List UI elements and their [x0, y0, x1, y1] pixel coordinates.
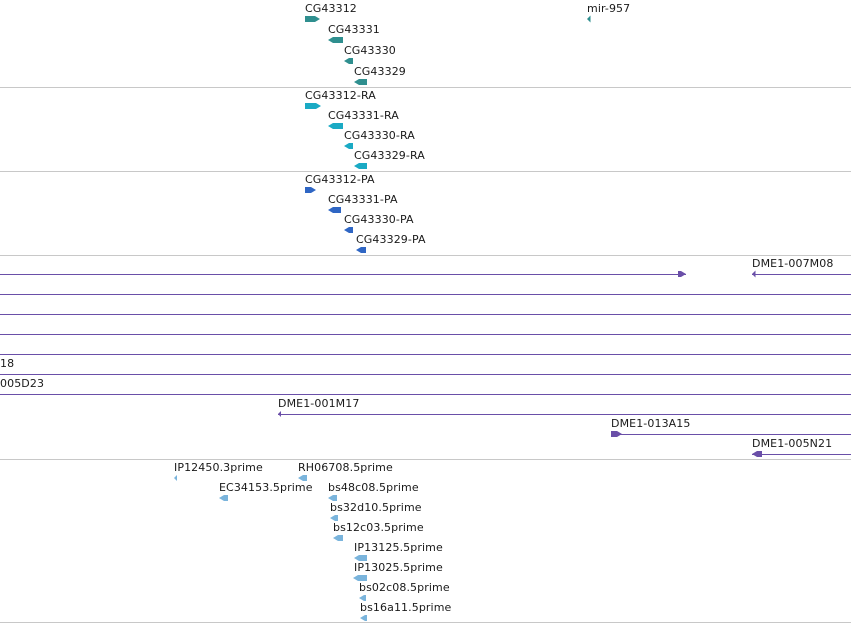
est-glyph-bs32d10-5prime[interactable]	[330, 515, 338, 521]
est-glyph-ip13025-5prime[interactable]	[353, 575, 367, 581]
protein-glyph-cg43330-pa[interactable]	[344, 227, 353, 233]
transcript-label-cg43331-ra[interactable]: CG43331-RA	[328, 109, 399, 122]
gene-glyph-cg43330[interactable]	[344, 58, 353, 64]
transcript-glyph-cg43329-ra[interactable]	[354, 163, 367, 169]
gene-label-cg43329[interactable]: CG43329	[354, 65, 406, 78]
gene-glyph-cg43312[interactable]	[305, 16, 320, 22]
est-glyph-rh06708-5prime[interactable]	[298, 475, 307, 481]
transcript-label-cg43312-ra[interactable]: CG43312-RA	[305, 89, 376, 102]
protein-glyph-cg43312-pa[interactable]	[305, 187, 316, 193]
est-label-ec34153-5prime[interactable]: EC34153.5prime	[219, 481, 313, 494]
transcript-glyph-cg43312-ra[interactable]	[305, 103, 321, 109]
transcript-label-cg43330-ra[interactable]: CG43330-RA	[344, 129, 415, 142]
clone-label-partial-18[interactable]: 18	[0, 357, 15, 370]
clone-glyph-row-0-end[interactable]	[678, 271, 686, 277]
est-label-bs02c08-5prime[interactable]: bs02c08.5prime	[359, 581, 450, 594]
clone-label-dme1-001m17[interactable]: DME1-001M17	[278, 397, 360, 410]
protein-label-cg43329-pa[interactable]: CG43329-PA	[356, 233, 426, 246]
transcript-label-cg43329-ra[interactable]: CG43329-RA	[354, 149, 425, 162]
transcript-glyph-cg43331-ra[interactable]	[328, 123, 343, 129]
protein-label-cg43312-pa[interactable]: CG43312-PA	[305, 173, 375, 186]
clone-glyph-dme1-001m17[interactable]	[278, 411, 281, 417]
est-glyph-bs48c08-5prime[interactable]	[328, 495, 337, 501]
protein-glyph-cg43331-pa[interactable]	[328, 207, 341, 213]
gene-label-cg43312[interactable]: CG43312	[305, 2, 357, 15]
est-glyph-bs12c03-5prime[interactable]	[333, 535, 343, 541]
est-label-rh06708-5prime[interactable]: RH06708.5prime	[298, 461, 393, 474]
clone-glyph-dme1-005n21[interactable]	[752, 451, 762, 457]
gene-label-mir-957[interactable]: mir-957	[587, 2, 631, 15]
clone-label-dme1-005n21[interactable]: DME1-005N21	[752, 437, 833, 450]
est-label-ip13025-5prime[interactable]: IP13025.5prime	[354, 561, 443, 574]
clone-glyph-dme1-007m08[interactable]	[752, 270, 756, 278]
est-label-ip12450-3prime[interactable]: IP12450.3prime	[174, 461, 263, 474]
gene-glyph-cg43331[interactable]	[328, 37, 343, 43]
est-glyph-ip12450-3prime[interactable]	[174, 475, 177, 481]
gene-glyph-cg43329[interactable]	[354, 79, 367, 85]
est-label-bs32d10-5prime[interactable]: bs32d10.5prime	[330, 501, 422, 514]
protein-label-cg43330-pa[interactable]: CG43330-PA	[344, 213, 414, 226]
protein-glyph-cg43329-pa[interactable]	[356, 247, 366, 253]
gene-glyph-mir-957[interactable]	[587, 15, 591, 23]
clone-label-dme1-013a15[interactable]: DME1-013A15	[611, 417, 691, 430]
clone-label-dme1-007m08[interactable]: DME1-007M08	[752, 257, 834, 270]
est-label-bs16a11-5prime[interactable]: bs16a11.5prime	[360, 601, 452, 614]
gene-label-cg43330[interactable]: CG43330	[344, 44, 396, 57]
est-glyph-ec34153-5prime[interactable]	[219, 495, 228, 501]
est-label-bs48c08-5prime[interactable]: bs48c08.5prime	[328, 481, 419, 494]
protein-label-cg43331-pa[interactable]: CG43331-PA	[328, 193, 398, 206]
est-label-ip13125-5prime[interactable]: IP13125.5prime	[354, 541, 443, 554]
est-glyph-bs16a11-5prime[interactable]	[360, 615, 367, 621]
transcript-glyph-cg43330-ra[interactable]	[344, 143, 353, 149]
gene-label-cg43331[interactable]: CG43331	[328, 23, 380, 36]
est-glyph-bs02c08-5prime[interactable]	[359, 595, 366, 601]
clone-glyph-dme1-013a15[interactable]	[611, 431, 622, 437]
clone-label-partial-005d23[interactable]: 005D23	[0, 377, 45, 390]
est-label-bs12c03-5prime[interactable]: bs12c03.5prime	[333, 521, 424, 534]
est-glyph-ip13125-5prime[interactable]	[354, 555, 367, 561]
